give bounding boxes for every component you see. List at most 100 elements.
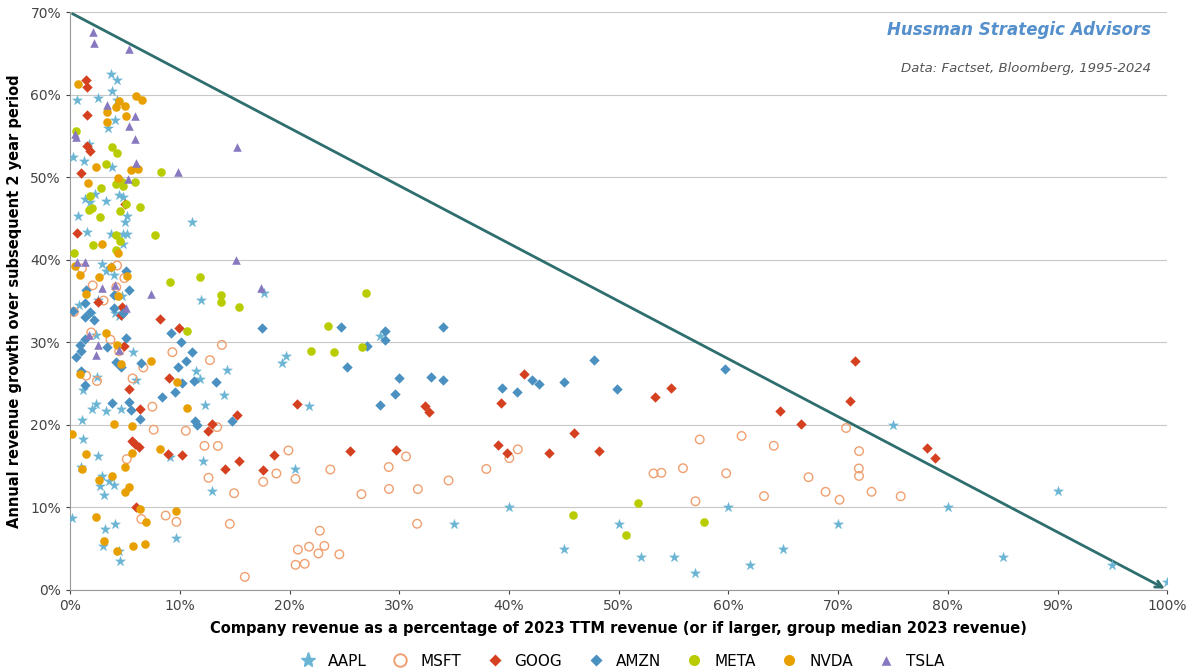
Point	[127, 91, 146, 102]
Point	[128, 163, 147, 174]
Point	[127, 501, 146, 512]
Point	[68, 257, 87, 268]
Point	[105, 280, 124, 290]
Point	[172, 337, 191, 347]
Point	[416, 401, 435, 411]
Point	[78, 140, 97, 151]
Point	[770, 406, 789, 417]
Point	[99, 123, 118, 134]
Point	[113, 307, 133, 318]
Point	[111, 359, 130, 370]
Point	[644, 468, 663, 478]
Y-axis label: Annual revenue growth over subsequent 2 year period: Annual revenue growth over subsequent 2 …	[7, 75, 21, 528]
Point	[98, 116, 117, 127]
Point	[90, 474, 109, 485]
Point	[251, 282, 270, 293]
Point	[79, 205, 98, 216]
Point	[407, 518, 426, 529]
Point	[103, 398, 122, 409]
Point	[106, 357, 125, 368]
Point	[253, 476, 272, 487]
Point	[101, 228, 121, 239]
Point	[125, 439, 144, 450]
Point	[72, 345, 91, 356]
Point	[72, 168, 91, 179]
Point	[492, 397, 511, 408]
Point	[279, 445, 298, 456]
Point	[124, 541, 143, 552]
Point	[226, 255, 245, 265]
Point	[719, 502, 738, 513]
Point	[66, 260, 85, 271]
Point	[216, 464, 235, 474]
Point	[646, 391, 665, 402]
Point	[499, 502, 518, 513]
Point	[90, 272, 109, 283]
Point	[70, 270, 90, 281]
Point	[76, 370, 96, 381]
Point	[565, 427, 584, 438]
Point	[122, 447, 141, 458]
Point	[107, 340, 127, 351]
Point	[110, 95, 129, 106]
Point	[116, 462, 135, 472]
Point	[522, 375, 541, 386]
Point	[62, 513, 81, 523]
Point	[70, 340, 90, 351]
Point	[816, 487, 835, 497]
Point	[70, 369, 90, 380]
Point	[68, 211, 87, 222]
Point	[74, 384, 93, 395]
Point	[67, 95, 86, 106]
Point	[161, 276, 180, 287]
Point	[116, 199, 135, 210]
Point	[652, 468, 671, 478]
Point	[76, 75, 96, 86]
Point	[325, 347, 344, 358]
Point	[116, 487, 135, 497]
Point	[150, 444, 170, 454]
Point	[106, 230, 125, 241]
Point	[119, 284, 139, 295]
Point	[96, 523, 115, 534]
Point	[515, 369, 534, 380]
Point	[177, 425, 196, 436]
Point	[799, 472, 818, 482]
Point	[84, 240, 103, 251]
Point	[1158, 577, 1177, 587]
Point	[101, 261, 121, 272]
Point	[755, 491, 774, 501]
Point	[628, 498, 647, 509]
Point	[319, 321, 338, 331]
Point	[386, 445, 405, 456]
Point	[178, 326, 197, 337]
Point	[153, 392, 172, 403]
Point	[190, 374, 209, 384]
Point	[130, 504, 149, 515]
Point	[224, 488, 244, 499]
Point	[340, 446, 359, 456]
Point	[136, 539, 155, 550]
Point	[492, 382, 511, 393]
Point	[375, 326, 394, 337]
Point	[112, 291, 131, 302]
Point	[125, 134, 144, 144]
Point	[115, 341, 134, 351]
Point	[143, 401, 162, 412]
Point	[202, 419, 221, 429]
Point	[213, 339, 232, 350]
Point	[118, 271, 137, 282]
Legend: AAPL, MSFT, GOOG, AMZN, META, NVDA, TSLA: AAPL, MSFT, GOOG, AMZN, META, NVDA, TSLA	[287, 647, 950, 672]
Point	[110, 555, 129, 566]
Point	[78, 110, 97, 120]
Point	[408, 484, 427, 495]
Point	[111, 309, 130, 320]
Point	[208, 441, 227, 452]
Point	[85, 189, 104, 200]
Point	[81, 327, 100, 338]
Point	[116, 110, 135, 121]
Point	[540, 447, 559, 458]
Point	[101, 261, 121, 272]
Point	[891, 491, 910, 502]
Point	[208, 422, 227, 433]
